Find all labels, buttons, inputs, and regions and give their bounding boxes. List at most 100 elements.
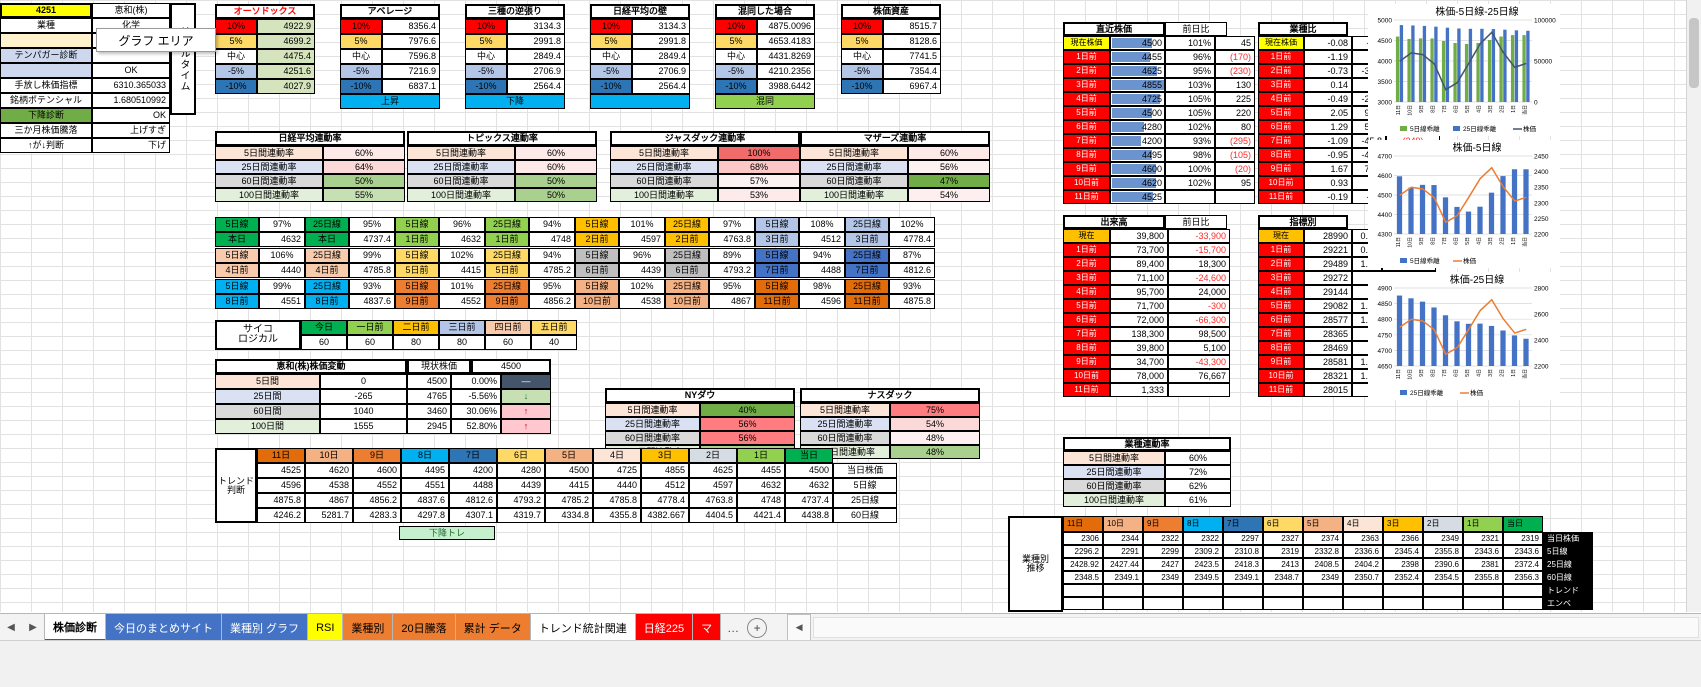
sector-trend-cell[interactable] <box>1223 584 1263 597</box>
sector-trend-cell[interactable] <box>1503 597 1543 610</box>
volume-value[interactable]: 73,700 <box>1110 243 1168 257</box>
recent-row-label[interactable]: 5日前 <box>1063 106 1110 120</box>
trend-cell[interactable]: 4785.8 <box>593 493 641 508</box>
ma5-value[interactable]: 4488 <box>799 263 845 278</box>
sector-trend-cell[interactable]: 2427.44 <box>1103 558 1143 571</box>
volume-diff[interactable]: -15,700 <box>1168 243 1230 257</box>
sector-trend-cell[interactable] <box>1383 597 1423 610</box>
trend-cell[interactable]: 4495 <box>401 463 449 478</box>
indicator-v1[interactable]: 28365 <box>1304 327 1352 341</box>
ma25-day[interactable]: 4日前 <box>305 263 349 278</box>
volume-diff[interactable]: -33,900 <box>1168 229 1230 243</box>
trend-cell[interactable]: 4596 <box>257 478 305 493</box>
trend-day-header[interactable]: 当日 <box>785 448 833 463</box>
indicator-v1[interactable]: 29272 <box>1304 271 1352 285</box>
ma25-label[interactable]: 25日線 <box>665 248 709 263</box>
envelope-value[interactable]: 4653.4183 <box>757 34 815 49</box>
ma5-label[interactable]: 5日線 <box>755 248 799 263</box>
trend-day-header[interactable]: 11日 <box>257 448 305 463</box>
ma5-label[interactable]: 5日線 <box>215 217 259 232</box>
trend-cell[interactable]: 4355.8 <box>593 508 641 523</box>
trend-cell[interactable]: 4307.1 <box>449 508 497 523</box>
recent-pct[interactable]: 98% <box>1165 148 1215 162</box>
ma25-label[interactable]: 25日線 <box>305 279 349 294</box>
correlation-row-label[interactable]: 60日間連動率 <box>407 174 515 188</box>
recent-pct[interactable]: 105% <box>1165 92 1215 106</box>
trend-day-header[interactable]: 10日 <box>305 448 353 463</box>
volume-row-label[interactable]: 現在 <box>1063 229 1110 243</box>
us-row-label[interactable]: 60日間連動率 <box>800 431 890 445</box>
sector-trend-cell[interactable] <box>1503 584 1543 597</box>
ma25-value[interactable]: 4856.2 <box>529 294 575 309</box>
left-panel-value[interactable]: 下げ <box>92 138 170 153</box>
psycho-day[interactable]: 今日 <box>301 320 347 335</box>
us-row-label[interactable]: 5日間連動率 <box>605 403 700 417</box>
volume-value[interactable]: 71,100 <box>1110 271 1168 285</box>
ma5-pct[interactable]: 102% <box>619 279 665 294</box>
sector-trend-cell[interactable]: 2349.1 <box>1103 571 1143 584</box>
horizontal-scrollbar-left-icon[interactable]: ◀ <box>787 614 812 641</box>
recent-row-label[interactable]: 8日前 <box>1063 148 1110 162</box>
envelope-row-label[interactable]: 中心 <box>215 49 257 64</box>
indicator-v1[interactable]: 28469 <box>1304 341 1352 355</box>
recent-diff[interactable]: 45 <box>1215 36 1255 50</box>
sector-ratio-label[interactable]: 9日前 <box>1258 162 1304 176</box>
ma5-pct[interactable]: 106% <box>259 248 305 263</box>
trend-cell[interactable]: 4552 <box>353 478 401 493</box>
envelope-value[interactable]: 4922.9 <box>257 19 315 34</box>
sector-trend-day-header[interactable]: 10日 <box>1103 516 1143 532</box>
ma25-label[interactable]: 25日線 <box>845 248 889 263</box>
envelope-value[interactable]: 3988.6442 <box>757 79 815 94</box>
indicator-v1[interactable]: 29144 <box>1304 285 1352 299</box>
sector-corr-label[interactable]: 60日間連動率 <box>1063 479 1165 493</box>
sheet-tab-8[interactable]: トレンド統計関連 <box>530 614 636 641</box>
volume-row-label[interactable]: 5日前 <box>1063 299 1110 313</box>
envelope-value[interactable]: 2564.4 <box>507 79 565 94</box>
price-change-row-label[interactable]: 100日間 <box>215 419 320 434</box>
sector-ratio-v1[interactable]: -0.08 <box>1304 36 1352 50</box>
volume-value[interactable]: 89,400 <box>1110 257 1168 271</box>
sector-trend-cell[interactable]: 2352.4 <box>1383 571 1423 584</box>
indicator-row-label[interactable]: 1日前 <box>1258 243 1304 257</box>
ma5-label[interactable]: 5日線 <box>575 217 619 232</box>
envelope-row-label[interactable]: 5% <box>340 34 382 49</box>
trend-day-header[interactable]: 5日 <box>545 448 593 463</box>
recent-row-label[interactable]: 1日前 <box>1063 50 1110 64</box>
envelope-row-label[interactable]: 10% <box>340 19 382 34</box>
sector-trend-cell[interactable]: 2372.4 <box>1503 558 1543 571</box>
ma5-day[interactable]: 4日前 <box>215 263 259 278</box>
sector-trend-cell[interactable]: 2366 <box>1383 532 1423 545</box>
recent-row-label[interactable]: 6日前 <box>1063 120 1110 134</box>
ma25-day[interactable]: 8日前 <box>305 294 349 309</box>
volume-value[interactable]: 71,700 <box>1110 299 1168 313</box>
left-panel-label[interactable]: ↑が↓判断 <box>0 138 92 153</box>
sector-ratio-v1[interactable]: -0.49 <box>1304 92 1352 106</box>
sector-trend-cell[interactable]: 2418.3 <box>1223 558 1263 571</box>
envelope-row-label[interactable]: 10% <box>590 19 632 34</box>
ma5-day[interactable]: 9日前 <box>395 294 439 309</box>
correlation-row-label[interactable]: 60日間連動率 <box>610 174 718 188</box>
sector-trend-cell[interactable]: 2322 <box>1143 532 1183 545</box>
ma25-day[interactable]: 11日前 <box>845 294 889 309</box>
correlation-row-label[interactable]: 60日間連動率 <box>800 174 908 188</box>
ma5-day[interactable]: 3日前 <box>755 232 799 247</box>
envelope-row-label[interactable]: 5% <box>215 34 257 49</box>
ma25-day[interactable]: 5日前 <box>485 263 529 278</box>
vertical-scrollbar-thumb[interactable] <box>1689 18 1699 88</box>
sector-trend-cell[interactable] <box>1303 584 1343 597</box>
correlation-row-label[interactable]: 25日間連動率 <box>800 160 908 174</box>
trend-cell[interactable]: 4632 <box>737 478 785 493</box>
price-change-price[interactable]: 4500 <box>407 374 451 389</box>
ma25-pct[interactable]: 99% <box>349 248 395 263</box>
correlation-value[interactable]: 50% <box>323 174 405 188</box>
recent-price-bar-cell[interactable]: 4725 <box>1110 92 1165 106</box>
volume-row-label[interactable]: 4日前 <box>1063 285 1110 299</box>
psycho-day[interactable]: 二日前 <box>393 320 439 335</box>
trend-cell[interactable]: 4625 <box>689 463 737 478</box>
ma5-pct[interactable]: 102% <box>439 248 485 263</box>
sector-corr-value[interactable]: 61% <box>1165 493 1231 507</box>
tab-overflow-ellipsis[interactable]: … <box>727 620 740 635</box>
trend-cell[interactable]: 4500 <box>785 463 833 478</box>
sector-ratio-label[interactable]: 6日前 <box>1258 120 1304 134</box>
envelope-row-label[interactable]: -5% <box>715 64 757 79</box>
